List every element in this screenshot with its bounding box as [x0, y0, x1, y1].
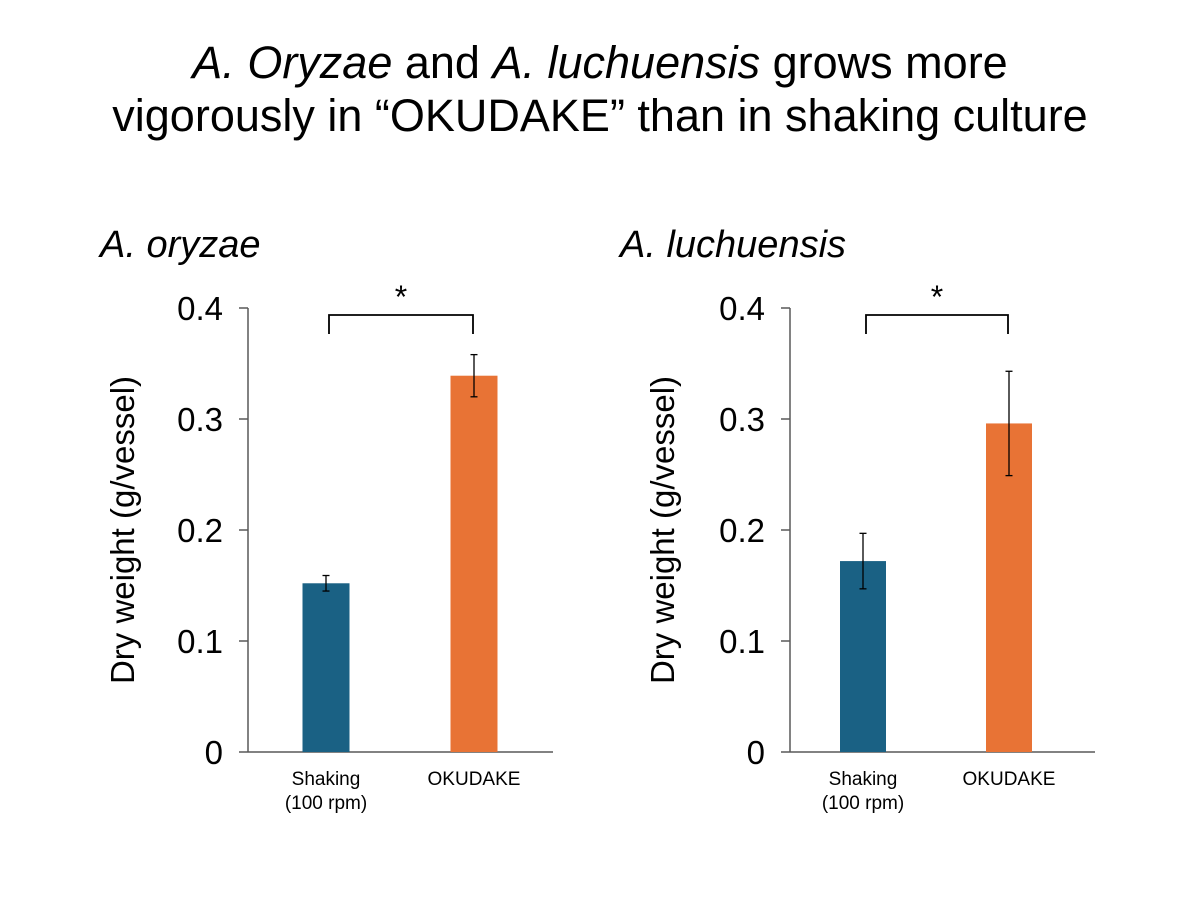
- y-tick-label: 0.1: [177, 623, 223, 660]
- y-tick-label: 0.2: [177, 512, 223, 549]
- x-tick-label: OKUDAKE: [963, 769, 1056, 790]
- title-species-2: luchuensis: [547, 37, 761, 88]
- y-tick-label: 0.3: [177, 401, 223, 438]
- bar: [986, 423, 1032, 752]
- significance-marker: *: [395, 279, 407, 315]
- chart-title: A. oryzae: [98, 224, 261, 266]
- y-tick-label: 0.3: [719, 401, 765, 438]
- y-tick-label: 0.2: [719, 512, 765, 549]
- significance-bracket: [328, 314, 474, 334]
- slide-title: A. Oryzae and A. luchuensis grows more v…: [0, 36, 1200, 142]
- y-tick-label: 0: [205, 734, 223, 771]
- bar: [450, 375, 498, 752]
- bar: [302, 583, 350, 752]
- y-tick-label: 0.1: [719, 623, 765, 660]
- y-tick-label: 0: [747, 734, 765, 771]
- title-genus-2: A.: [492, 37, 535, 88]
- x-tick-label: (100 rpm): [822, 793, 904, 814]
- x-tick-label: Shaking: [292, 769, 361, 790]
- y-tick-label: 0.4: [719, 290, 765, 327]
- chart-title: A. luchuensis: [618, 224, 846, 266]
- x-tick-label: Shaking: [829, 769, 898, 790]
- bar: [840, 561, 886, 752]
- title-line-2: vigorously in “OKUDAKE” than in shaking …: [112, 90, 1088, 141]
- significance-marker: *: [931, 279, 943, 315]
- y-axis-label: Dry weight (g/vessel): [644, 376, 681, 684]
- x-tick-label: (100 rpm): [285, 793, 367, 814]
- title-rest: grows more: [760, 37, 1008, 88]
- title-line-1: A. Oryzae and A. luchuensis grows more: [0, 36, 1200, 89]
- x-tick-label: OKUDAKE: [428, 769, 521, 790]
- y-tick-label: 0.4: [177, 290, 223, 327]
- title-and: and: [392, 37, 493, 88]
- title-species-1: Oryzae: [247, 37, 393, 88]
- significance-bracket: [865, 314, 1009, 334]
- y-axis-label: Dry weight (g/vessel): [104, 376, 141, 684]
- title-genus-1: A.: [192, 37, 235, 88]
